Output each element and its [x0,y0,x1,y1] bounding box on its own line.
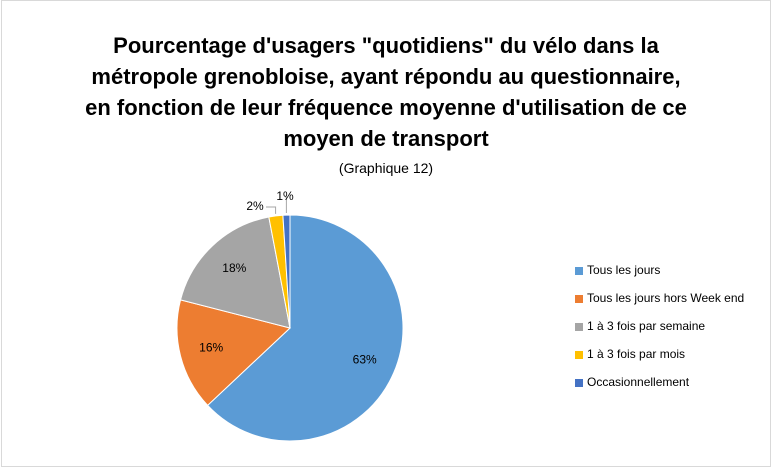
legend-swatch [575,351,583,359]
chart-title: Pourcentage d'usagers "quotidiens" du vé… [85,33,687,151]
data-label: 2% [246,199,264,213]
legend-swatch [575,379,583,387]
data-label: 18% [222,261,246,275]
pie-slice [176,299,292,407]
legend-label: Tous les jours [587,263,660,277]
leader-line [285,196,287,214]
legend-label: Occasionnellement [587,375,690,389]
pie-slice [179,216,291,329]
data-label: 1% [276,189,294,203]
legend-label: 1 à 3 fois par mois [587,347,685,361]
pie-slice [206,214,404,442]
pie-slice [282,214,291,329]
legend-swatch [575,267,583,275]
legend-swatch [575,323,583,331]
data-label: 63% [353,352,377,366]
legend-swatch [575,295,583,303]
leader-line [266,206,277,214]
legend-label: 1 à 3 fois par semaine [587,319,705,333]
legend-label: Tous les jours hors Week end [587,291,744,305]
chart-subtitle: (Graphique 12) [338,160,434,176]
data-label: 16% [199,340,223,354]
